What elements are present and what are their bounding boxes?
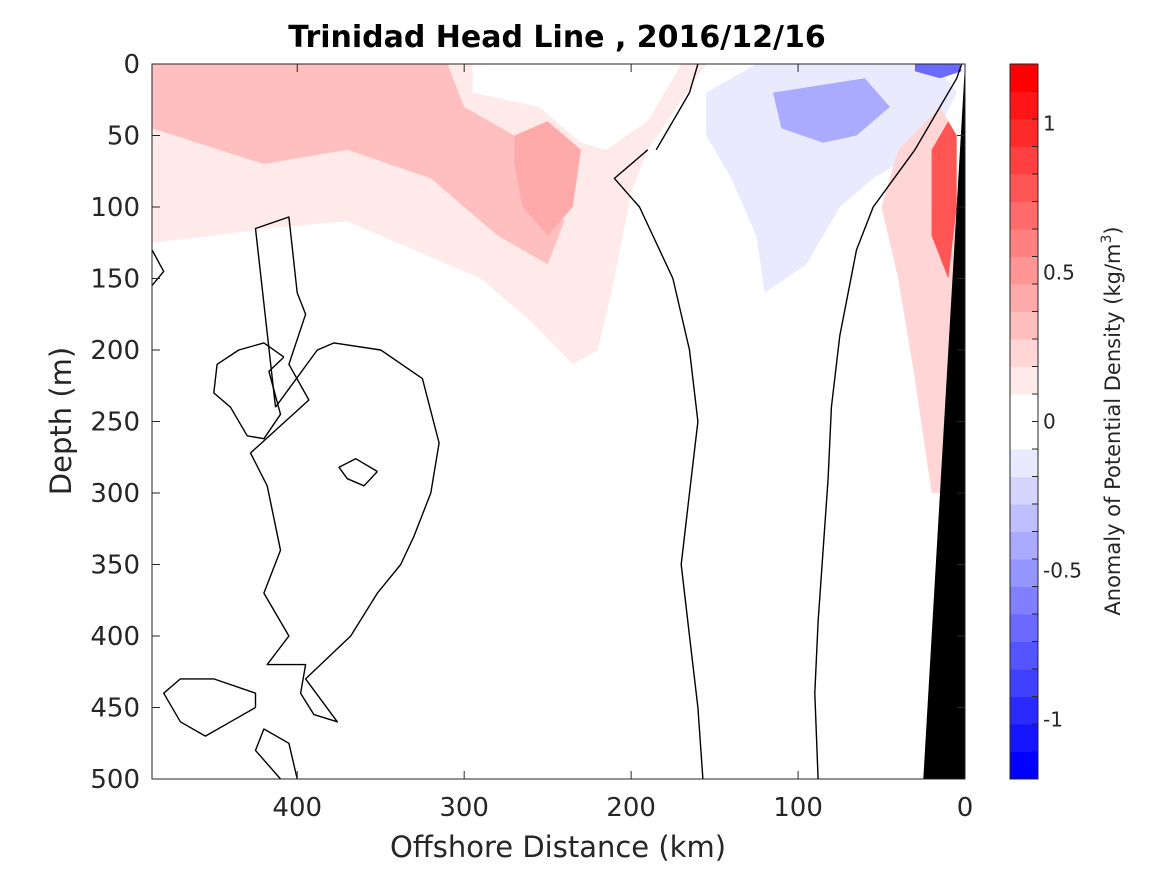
zero-contour-mid-vertical	[613, 149, 704, 779]
colorbar-swatch	[1010, 256, 1038, 285]
y-tick-label: 350	[90, 551, 140, 581]
x-axis-ticks: 400 300 200 100 0	[272, 64, 973, 823]
colorbar-swatch	[1010, 64, 1038, 92]
colorbar-swatch	[1010, 696, 1038, 725]
colorbar-swatch	[1010, 146, 1038, 175]
zero-contour-offshore-large	[249, 216, 440, 723]
colorbar-swatch	[1010, 449, 1038, 477]
chart-title: Trinidad Head Line , 2016/12/16	[288, 20, 825, 55]
anomaly-fill-regions	[152, 64, 962, 494]
colorbar-swatch	[1010, 201, 1038, 230]
x-tick-label: 200	[606, 793, 656, 823]
positive-anomaly-nearshore-core	[931, 121, 957, 279]
colorbar-swatch	[1010, 311, 1038, 340]
x-tick-label: 100	[773, 793, 823, 823]
colorbar-swatch	[1010, 476, 1038, 505]
colorbar-label-text: Anomaly of Potential Density (kg/m	[1101, 244, 1125, 616]
positive-anomaly-offshore-core	[152, 64, 565, 265]
y-tick-label: 200	[90, 336, 140, 366]
y-tick-label: 400	[90, 622, 140, 652]
shelf-bottom	[923, 64, 965, 779]
y-axis-ticks: 0 50 100 150 200 250 300 350 400 450 500	[90, 50, 965, 795]
x-tick-label: 0	[957, 793, 974, 823]
colorbar-swatch	[1010, 421, 1038, 450]
colorbar-swatch	[1010, 614, 1038, 642]
colorbar-frame	[1009, 63, 1039, 780]
y-axis-label: Depth (m)	[44, 347, 78, 495]
zero-contour-left-edge	[152, 249, 165, 287]
zero-contour-bottom-island	[162, 678, 257, 737]
colorbar-swatch	[1010, 91, 1038, 120]
colorbar-label-suffix: )	[1101, 226, 1125, 234]
zero-contour-offshore-island-a	[213, 342, 285, 440]
zero-contour-offshore-island-b	[338, 458, 378, 487]
colorbar-swatch	[1010, 394, 1038, 422]
zero-contour-bottom-stub	[254, 728, 298, 779]
colorbar-swatch	[1010, 229, 1038, 257]
colorbar-swatch	[1010, 174, 1038, 202]
colorbar-swatch	[1010, 284, 1038, 312]
colorbar-label: Anomaly of Potential Density (kg/m3)	[1099, 226, 1125, 615]
zero-contour-mid-front	[655, 64, 699, 151]
colorbar-tick-label: 0.5	[1043, 261, 1075, 285]
colorbar-swatch	[1010, 366, 1038, 395]
colorbar-swatch	[1010, 559, 1038, 587]
y-tick-label: 100	[90, 193, 140, 223]
colorbar: -1 -0.5 0 0.5 1	[1009, 63, 1082, 780]
negative-anomaly-shelf-break	[706, 64, 957, 293]
y-tick-label: 250	[90, 408, 140, 438]
y-tick-label: 450	[90, 694, 140, 724]
colorbar-swatch	[1010, 119, 1038, 147]
colorbar-swatch	[1010, 586, 1038, 615]
y-tick-label: 0	[123, 50, 140, 80]
x-tick-label: 300	[439, 793, 489, 823]
bathymetry-layer	[923, 64, 965, 779]
zero-contour-lines	[152, 64, 963, 779]
negative-anomaly-core	[773, 78, 890, 143]
colorbar-swatch	[1010, 641, 1038, 670]
colorbar-tick-label: -1	[1043, 707, 1063, 731]
y-tick-label: 50	[107, 122, 140, 152]
x-tick-label: 400	[272, 793, 322, 823]
colorbar-swatch	[1010, 339, 1038, 367]
y-tick-label: 150	[90, 265, 140, 295]
colorbar-swatch	[1010, 504, 1038, 532]
negative-anomaly-surface-nearshore	[914, 64, 962, 79]
colorbar-tick-label: 1	[1043, 112, 1056, 136]
colorbar-swatch	[1010, 724, 1038, 752]
colorbar-tick-label: 0	[1043, 410, 1056, 434]
zero-contour-inner-vertical	[814, 64, 963, 779]
y-tick-label: 500	[90, 765, 140, 795]
colorbar-swatch	[1010, 531, 1038, 560]
colorbar-tick-label: -0.5	[1043, 558, 1082, 582]
x-axis-label: Offshore Distance (km)	[390, 830, 726, 864]
colorbar-swatch	[1010, 669, 1038, 697]
positive-anomaly-mid-core	[514, 121, 581, 236]
colorbar-label-superscript: 3	[1099, 235, 1115, 244]
colorbar-swatch	[1010, 751, 1038, 780]
y-tick-label: 300	[90, 479, 140, 509]
